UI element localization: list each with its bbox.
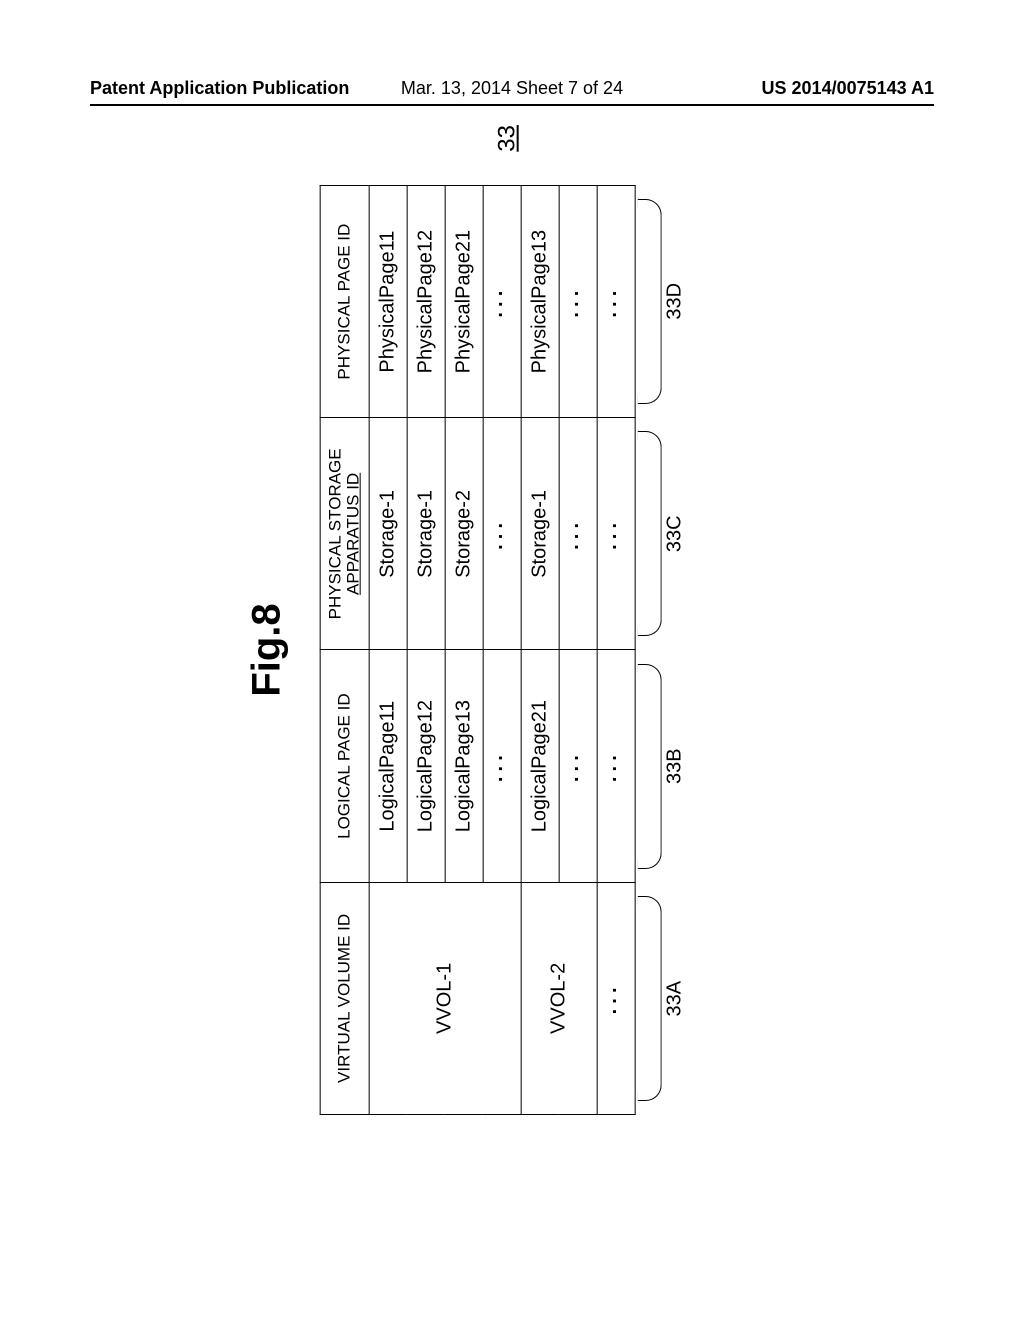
cell-physical: ···	[559, 186, 597, 418]
brace-col3	[637, 431, 661, 636]
cell-vvol: VVOL-1	[369, 882, 521, 1114]
table-row: VVOL-2 LogicalPage21 Storage-1 PhysicalP…	[521, 186, 559, 1115]
figure-sideref: 33	[494, 125, 522, 152]
table-header-row: VIRTUAL VOLUME ID LOGICAL PAGE ID PHYSIC…	[320, 186, 369, 1115]
cell-vvol: ···	[597, 882, 635, 1114]
brace-label-33b: 33B	[663, 748, 686, 784]
cell-physical: PhysicalPage11	[369, 186, 407, 418]
cell-storage: Storage-1	[407, 418, 445, 650]
figure-label: Fig.8	[245, 185, 290, 1115]
col-header-physical-page: PHYSICAL PAGE ID	[320, 186, 369, 418]
cell-physical: ···	[483, 186, 521, 418]
mapping-table: VIRTUAL VOLUME ID LOGICAL PAGE ID PHYSIC…	[320, 185, 636, 1115]
page: Patent Application Publication Mar. 13, …	[0, 0, 1024, 1320]
cell-logical: LogicalPage21	[521, 650, 559, 882]
cell-storage: ···	[597, 418, 635, 650]
cell-logical: ···	[559, 650, 597, 882]
brace-label-33c: 33C	[663, 515, 686, 552]
table-row: ··· ··· ··· ···	[597, 186, 635, 1115]
cell-logical: LogicalPage13	[445, 650, 483, 882]
cell-storage: Storage-1	[521, 418, 559, 650]
brace-label-33d: 33D	[663, 283, 686, 320]
cell-logical: ···	[483, 650, 521, 882]
cell-storage: ···	[559, 418, 597, 650]
header-left: Patent Application Publication	[90, 78, 349, 99]
col-header-logical-page: LOGICAL PAGE ID	[320, 650, 369, 882]
brace-col1	[637, 896, 661, 1101]
cell-physical: PhysicalPage21	[445, 186, 483, 418]
col-header-virtual-volume: VIRTUAL VOLUME ID	[320, 882, 369, 1114]
header-right: US 2014/0075143 A1	[762, 78, 934, 99]
brace-label-33a: 33A	[663, 981, 686, 1017]
cell-physical: PhysicalPage12	[407, 186, 445, 418]
cell-logical: LogicalPage12	[407, 650, 445, 882]
column-braces: 33A 33B 33C 33D	[635, 185, 695, 1115]
cell-physical: ···	[597, 186, 635, 418]
cell-storage: Storage-2	[445, 418, 483, 650]
cell-storage: ···	[483, 418, 521, 650]
cell-physical: PhysicalPage13	[521, 186, 559, 418]
brace-col2	[637, 664, 661, 869]
col-header-physical-storage-line2: APPARATUS ID	[345, 422, 363, 645]
cell-vvol: VVOL-2	[521, 882, 597, 1114]
table-body: VVOL-1 LogicalPage11 Storage-1 PhysicalP…	[369, 186, 635, 1115]
brace-col4	[637, 199, 661, 404]
cell-logical: LogicalPage11	[369, 650, 407, 882]
table-wrap: 33 VIRTUAL VOLUME ID LOGICAL PAGE ID PHY…	[320, 185, 696, 1115]
col-header-physical-storage-apparatus: PHYSICAL STORAGE APPARATUS ID	[320, 418, 369, 650]
header-rule	[90, 104, 934, 106]
table-row: VVOL-1 LogicalPage11 Storage-1 PhysicalP…	[369, 186, 407, 1115]
header-center: Mar. 13, 2014 Sheet 7 of 24	[401, 78, 623, 99]
cell-storage: Storage-1	[369, 418, 407, 650]
col-header-physical-storage-line1: PHYSICAL STORAGE	[327, 422, 345, 645]
figure-content: Fig.8 33 VIRTUAL VOLUME ID LOGICAL PAGE …	[245, 185, 696, 1115]
cell-logical: ···	[597, 650, 635, 882]
